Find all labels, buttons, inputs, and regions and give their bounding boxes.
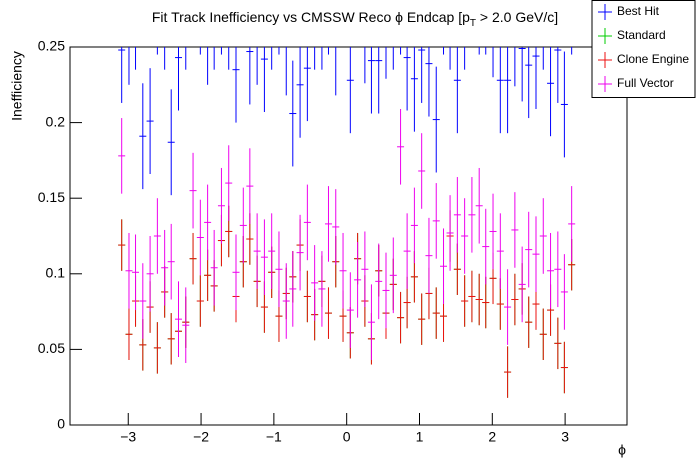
y-tick-label: 0.05 [38, 340, 65, 356]
x-tick-label: −1 [266, 429, 282, 445]
title-subscript: T [470, 18, 476, 29]
x-tick-label: 0 [343, 429, 351, 445]
title-main: Fit Track Inefficiency vs CMSSW Reco ϕ E… [152, 9, 470, 25]
title-end: > 2.0 GeV/c] [476, 9, 558, 25]
x-axis-label: ϕ [618, 442, 626, 458]
legend-label: Full Vector [617, 76, 674, 90]
legend-box [591, 0, 696, 98]
y-axis-label: Inefficiency [9, 51, 25, 121]
x-tick-label: 2 [488, 429, 496, 445]
x-tick-label: 3 [561, 429, 569, 445]
y-tick-label: 0.15 [38, 189, 65, 205]
y-tick-label: 0.1 [46, 265, 66, 281]
legend-label: Clone Engine [617, 52, 689, 66]
legend-label: Standard [617, 28, 666, 42]
legend-label: Best Hit [617, 4, 660, 18]
y-tick-label: 0.25 [38, 38, 65, 54]
x-tick-label: −3 [120, 429, 136, 445]
chart-title: Fit Track Inefficiency vs CMSSW Reco ϕ E… [152, 9, 558, 29]
x-tick-label: 1 [416, 429, 424, 445]
y-tick-label: 0.2 [46, 113, 66, 129]
plot-area [118, 47, 576, 398]
plot-frame [69, 46, 628, 426]
x-tick-label: −2 [193, 429, 209, 445]
y-tick-label: 0 [57, 416, 65, 432]
legend: Best Hit Standard Clone Engine Full Vector [591, 0, 696, 98]
